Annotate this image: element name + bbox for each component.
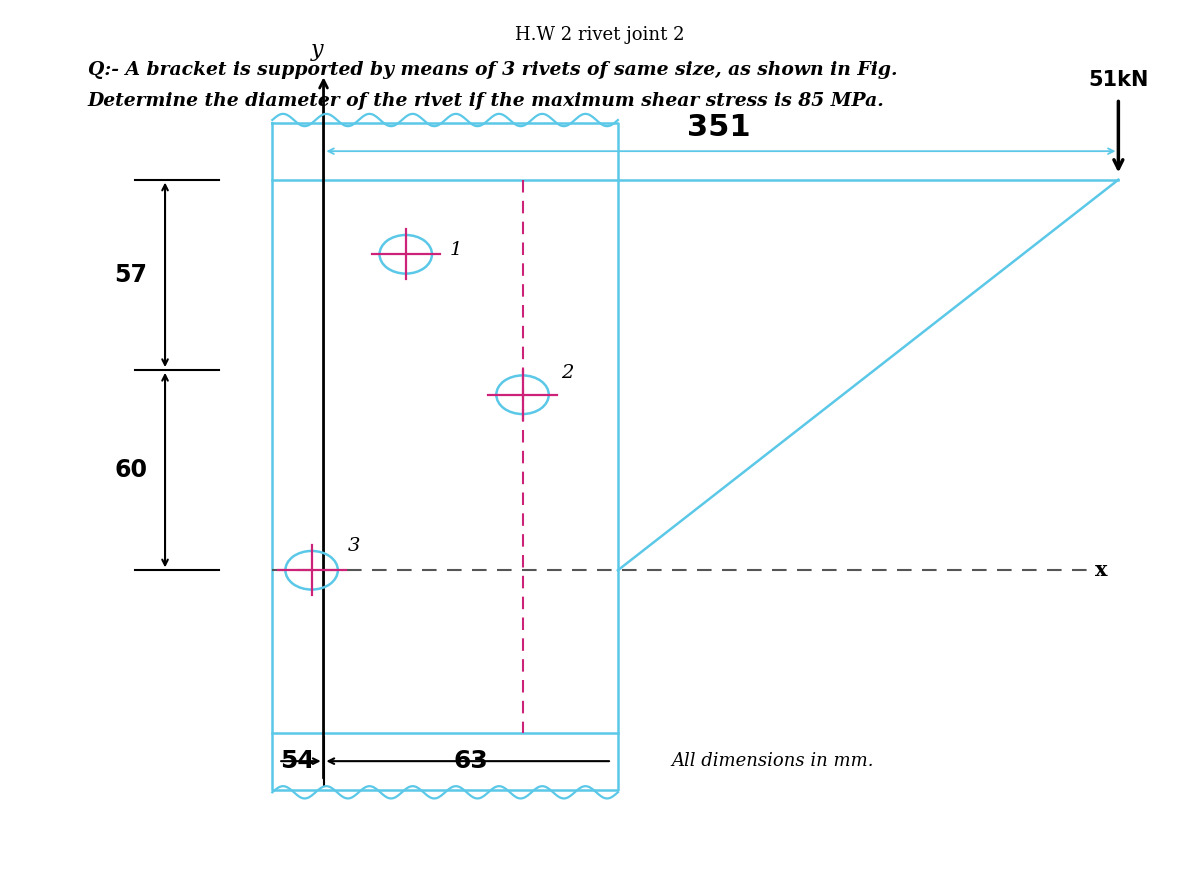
Text: 3: 3 [347, 537, 360, 555]
Text: 63: 63 [454, 750, 488, 773]
Text: 51kN: 51kN [1088, 70, 1148, 89]
Text: 2: 2 [560, 364, 574, 382]
Text: 57: 57 [114, 263, 148, 287]
Text: 54: 54 [281, 750, 316, 773]
Text: 60: 60 [114, 458, 148, 482]
Text: 1: 1 [450, 241, 462, 259]
Text: x: x [1094, 560, 1108, 580]
Text: H.W 2 rivet joint 2: H.W 2 rivet joint 2 [515, 26, 685, 44]
Text: Determine the diameter of the rivet if the maximum shear stress is 85 MPa.: Determine the diameter of the rivet if t… [88, 92, 884, 110]
Text: Q:- A bracket is supported by means of 3 rivets of same size, as shown in Fig.: Q:- A bracket is supported by means of 3… [88, 61, 898, 79]
Text: y: y [311, 39, 324, 61]
Text: All dimensions in mm.: All dimensions in mm. [672, 752, 874, 770]
Text: 351: 351 [688, 113, 751, 143]
